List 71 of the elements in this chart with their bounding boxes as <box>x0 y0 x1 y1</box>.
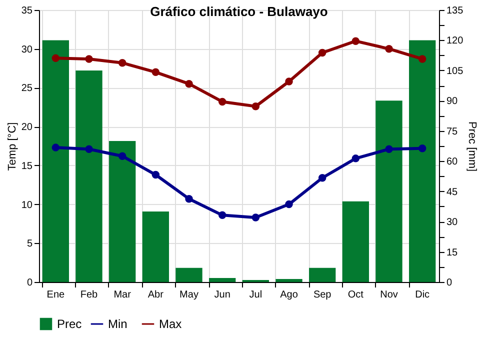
bar <box>309 268 336 282</box>
bar <box>276 278 302 282</box>
bar <box>409 40 436 282</box>
point <box>85 55 93 63</box>
x-tick-label: Jun <box>214 290 230 300</box>
y2-tick-label: 0 <box>446 278 452 288</box>
y-tick-label: 5 <box>26 238 33 250</box>
point <box>285 78 293 86</box>
point <box>352 37 360 45</box>
x-tick-label: Ago <box>280 290 298 300</box>
x-tick-label: Oct <box>348 290 364 300</box>
point <box>185 80 193 88</box>
y2-tick-label: 75 <box>446 126 458 138</box>
x-tick-label: Dic <box>415 290 430 300</box>
y-axis-title: Temp [°C] <box>6 122 18 171</box>
y-tick-label: 20 <box>21 122 33 134</box>
point <box>185 194 193 203</box>
x-tick-label: Nov <box>380 290 398 300</box>
point <box>52 54 60 62</box>
point <box>418 144 426 152</box>
point <box>318 174 326 182</box>
point <box>218 211 226 220</box>
y2-tick-label: 45 <box>446 186 458 198</box>
legend-label: Prec <box>57 317 82 331</box>
bar <box>376 100 402 282</box>
y2-axis-title: Prec [mm] <box>466 121 478 172</box>
point <box>352 154 360 162</box>
y2-tick-label: 15 <box>446 247 458 258</box>
point <box>418 55 426 63</box>
x-tick-label: Feb <box>80 290 98 300</box>
y2-tick-label: 30 <box>446 217 458 228</box>
y-tick-label: 15 <box>21 160 33 172</box>
y2-tick-label: 135 <box>446 6 464 16</box>
point <box>118 152 126 160</box>
point <box>385 145 393 153</box>
bar <box>209 278 236 282</box>
x-tick-label: Sep <box>313 290 332 300</box>
point <box>118 58 126 67</box>
point <box>218 98 226 106</box>
point <box>318 48 326 57</box>
bar <box>342 201 369 282</box>
y2-tick-label: 90 <box>446 96 458 108</box>
point <box>252 102 260 110</box>
point <box>85 145 93 153</box>
point <box>52 144 60 152</box>
y-tick-label: 35 <box>21 6 33 16</box>
y2-tick-label: 105 <box>446 66 464 77</box>
point <box>252 214 260 222</box>
y2-tick-label: 60 <box>446 156 458 168</box>
x-tick-label: Mar <box>114 290 132 300</box>
bar <box>109 140 136 282</box>
point <box>152 68 160 76</box>
y-tick-label: 25 <box>21 83 33 94</box>
x-tick-label: May <box>180 290 198 300</box>
legend-label: Min <box>108 317 128 331</box>
legend-label: Max <box>159 317 182 331</box>
chart-title: Gráfico climático - Bulawayo <box>150 4 328 19</box>
x-tick-label: Ene <box>46 290 65 300</box>
y-tick-label: 0 <box>26 278 33 288</box>
bar <box>176 268 202 282</box>
y-tick-label: 30 <box>21 44 33 56</box>
x-tick-label: Jul <box>249 290 262 300</box>
bar <box>42 40 69 282</box>
point <box>152 170 160 179</box>
point <box>285 200 293 208</box>
y-tick-label: 10 <box>21 200 33 211</box>
point <box>385 44 393 53</box>
bar <box>76 70 102 282</box>
x-tick-label: Abr <box>148 290 164 300</box>
bar <box>142 211 169 282</box>
y2-tick-label: 120 <box>446 36 464 47</box>
